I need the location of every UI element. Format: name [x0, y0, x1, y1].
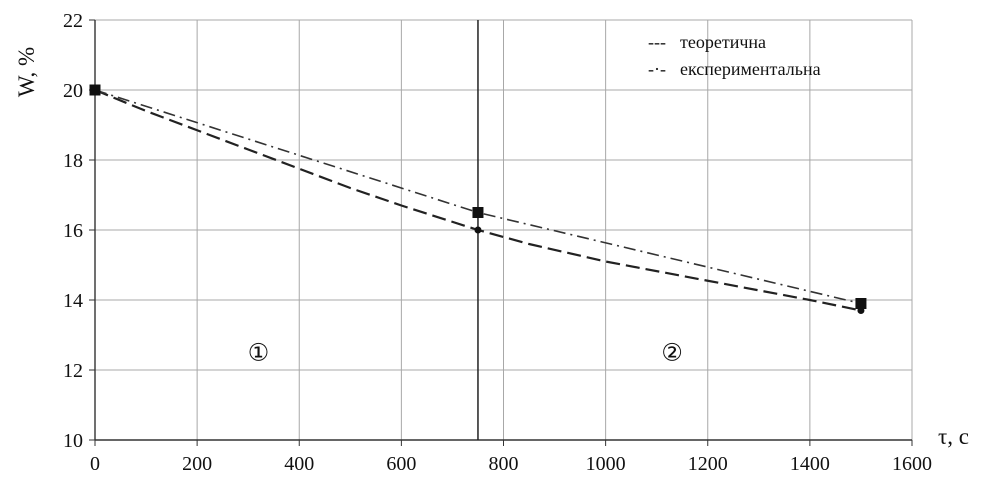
legend-marker-2: -·- — [648, 59, 666, 79]
series-line-1 — [94, 88, 862, 312]
x-tick-label: 1200 — [688, 453, 728, 475]
x-tick-label: 600 — [386, 453, 416, 475]
x-tick-label: 200 — [182, 453, 212, 475]
y-axis-label: W, % — [14, 47, 39, 97]
region-label-2: ② — [661, 339, 683, 367]
x-tick-label: 1400 — [790, 453, 830, 475]
y-tick-label: 18 — [63, 150, 83, 172]
x-tick-label: 800 — [489, 453, 519, 475]
tick-labels: 0 200 400 600 800 1000 1200 1400 1600 10 12 14 16 18 2… — [63, 10, 932, 475]
legend: --- теоретична -·- експериментальна — [648, 32, 821, 79]
legend-marker-1: --- — [648, 32, 666, 52]
y-tick-label: 20 — [63, 80, 83, 102]
data-point-dot — [474, 226, 482, 234]
x-tick-label: 1000 — [586, 453, 626, 475]
y-tick-label: 16 — [63, 220, 83, 242]
data-point-square — [89, 84, 101, 96]
legend-entry-1: теоретична — [680, 32, 766, 52]
x-tick-label: 400 — [284, 453, 314, 475]
x-tick-label: 1600 — [892, 453, 932, 475]
data-point-square — [855, 298, 867, 309]
grid — [89, 19, 913, 446]
y-tick-label: 22 — [63, 10, 83, 32]
x-tick-label: 0 — [90, 453, 100, 475]
data-point-square — [472, 207, 484, 218]
y-tick-label: 10 — [63, 430, 83, 452]
y-tick-label: 12 — [63, 360, 83, 382]
region-label-1: ① — [248, 339, 270, 367]
x-axis-label: τ, с — [938, 424, 969, 449]
y-tick-label: 14 — [63, 290, 83, 312]
series-layer — [89, 84, 867, 314]
legend-entry-2: експериментальна — [680, 59, 821, 79]
